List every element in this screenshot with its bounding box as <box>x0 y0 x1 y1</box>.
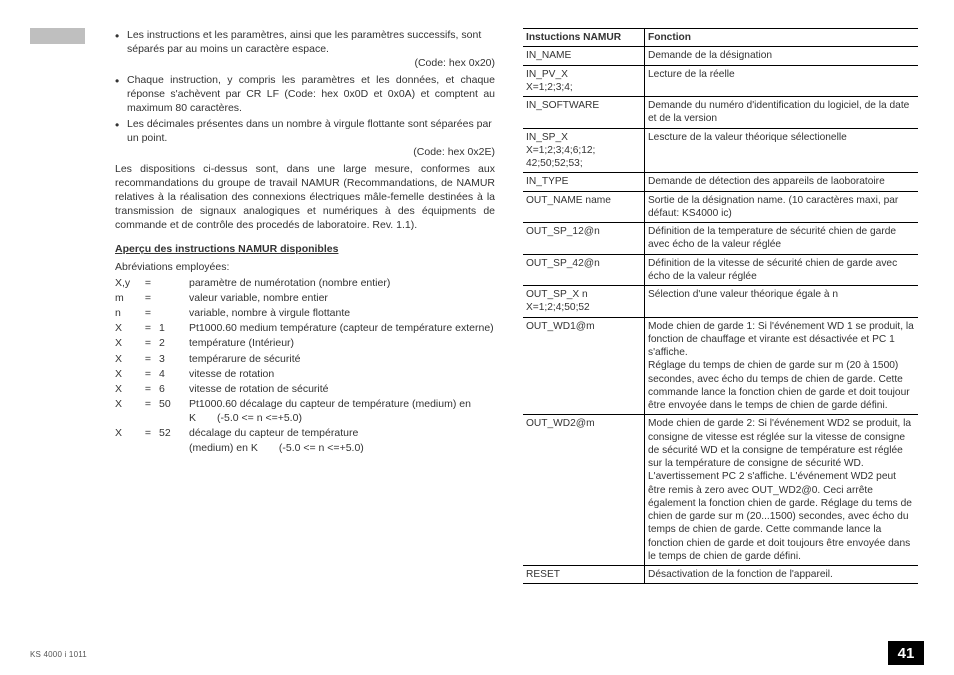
description-cell: Définition de la temperature de sécurité… <box>645 223 919 255</box>
description-cell: Définition de la vitesse de sécurité chi… <box>645 254 919 286</box>
command-cell: IN_TYPE <box>523 173 645 191</box>
abbr-intro: Abréviations employées: <box>115 260 495 274</box>
intro-bullets: Les instructions et les paramètres, ains… <box>115 28 495 160</box>
command-cell: OUT_WD1@m <box>523 317 645 415</box>
intro-bullet: Chaque instruction, y compris les paramè… <box>115 73 495 116</box>
command-cell: RESET <box>523 566 645 584</box>
description-cell: Demande de la désignation <box>645 47 919 65</box>
table-row: OUT_WD1@mMode chien de garde 1: Si l'évé… <box>523 317 918 415</box>
table-row: IN_PV_X X=1;2;3;4;Lecture de la réelle <box>523 65 918 97</box>
abbr-row: X=6vitesse de rotation de sécurité <box>115 382 495 397</box>
page-root: Les instructions et les paramètres, ains… <box>0 0 954 675</box>
table-row: IN_SP_X X=1;2;3;4;6;12; 42;50;52;53;Lesc… <box>523 128 918 173</box>
table-row: OUT_SP_12@nDéfinition de la temperature … <box>523 223 918 255</box>
abbr-row: m=valeur variable, nombre entier <box>115 291 495 306</box>
abbr-row: n=variable, nombre à virgule flottante <box>115 306 495 321</box>
header-function: Fonction <box>645 29 919 47</box>
table-row: RESETDésactivation de la fonction de l'a… <box>523 566 918 584</box>
abbr-row: X=50Pt1000.60 décalage du capteur de tem… <box>115 397 495 426</box>
description-cell: Mode chien de garde 2: Si l'événement WD… <box>645 415 919 566</box>
namur-commands-table: Instuctions NAMUR Fonction IN_NAMEDemand… <box>523 28 918 584</box>
page-number-badge: 41 <box>888 641 924 665</box>
description-cell: Lescture de la valeur théorique sélectio… <box>645 128 919 173</box>
description-cell: Demande du numéro d'identification du lo… <box>645 97 919 129</box>
command-cell: OUT_WD2@m <box>523 415 645 566</box>
command-cell: IN_SP_X X=1;2;3;4;6;12; 42;50;52;53; <box>523 128 645 173</box>
table-row: IN_TYPEDemande de détection des appareil… <box>523 173 918 191</box>
command-cell: OUT_NAME name <box>523 191 645 223</box>
table-row: IN_SOFTWAREDemande du numéro d'identific… <box>523 97 918 129</box>
description-cell: Désactivation de la fonction de l'appare… <box>645 566 919 584</box>
description-cell: Sélection d'une valeur théorique égale à… <box>645 286 919 318</box>
right-column: Instuctions NAMUR Fonction IN_NAMEDemand… <box>523 28 918 584</box>
footer-doc-id: KS 4000 i 1011 <box>30 650 87 659</box>
intro-bullet: Les décimales présentes dans un nombre à… <box>115 117 495 160</box>
content-columns: Les instructions et les paramètres, ains… <box>30 28 924 584</box>
abbr-row: X=4vitesse de rotation <box>115 367 495 382</box>
command-cell: IN_NAME <box>523 47 645 65</box>
abbreviations-table: X,y=paramètre de numérotation (nombre en… <box>115 276 495 456</box>
description-cell: Mode chien de garde 1: Si l'événement WD… <box>645 317 919 415</box>
page-number: 41 <box>898 645 915 662</box>
left-column: Les instructions et les paramètres, ains… <box>115 28 495 584</box>
header-instructions: Instuctions NAMUR <box>523 29 645 47</box>
intro-bullet: Les instructions et les paramètres, ains… <box>115 28 495 71</box>
description-cell: Demande de détection des appareils de la… <box>645 173 919 191</box>
description-cell: Sortie de la désignation name. (10 carac… <box>645 191 919 223</box>
abbr-row: X,y=paramètre de numérotation (nombre en… <box>115 276 495 291</box>
table-row: IN_NAMEDemande de la désignation <box>523 47 918 65</box>
section-tab <box>30 28 85 44</box>
table-row: OUT_SP_42@nDéfinition de la vitesse de s… <box>523 254 918 286</box>
table-header-row: Instuctions NAMUR Fonction <box>523 29 918 47</box>
command-cell: OUT_SP_X n X=1;2;4;50;52 <box>523 286 645 318</box>
instructions-heading: Aperçu des instructions NAMUR disponible… <box>115 242 495 256</box>
description-cell: Lecture de la réelle <box>645 65 919 97</box>
command-cell: IN_PV_X X=1;2;3;4; <box>523 65 645 97</box>
abbr-row: X=2température (Intérieur) <box>115 336 495 351</box>
abbr-row: X=1Pt1000.60 medium température (capteur… <box>115 321 495 336</box>
table-row: OUT_WD2@mMode chien de garde 2: Si l'évé… <box>523 415 918 566</box>
command-cell: IN_SOFTWARE <box>523 97 645 129</box>
command-cell: OUT_SP_12@n <box>523 223 645 255</box>
table-row: OUT_NAME nameSortie de la désignation na… <box>523 191 918 223</box>
table-row: OUT_SP_X n X=1;2;4;50;52Sélection d'une … <box>523 286 918 318</box>
abbr-row: X=52décalage du capteur de température (… <box>115 426 495 455</box>
namur-paragraph: Les dispositions ci-dessus sont, dans un… <box>115 162 495 233</box>
abbr-row: X=3tempérarure de sécurité <box>115 352 495 367</box>
command-cell: OUT_SP_42@n <box>523 254 645 286</box>
